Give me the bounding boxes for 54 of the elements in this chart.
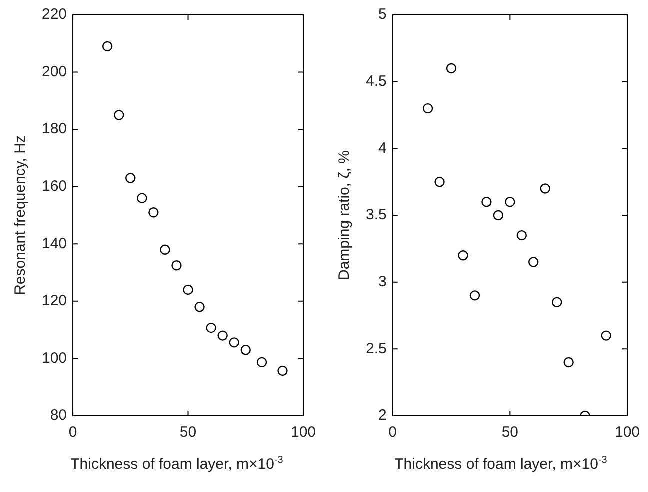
y-tick-label: 220 <box>42 6 68 24</box>
x-tick-label: 0 <box>388 424 398 442</box>
point <box>229 338 240 348</box>
y-tick-label: 100 <box>42 350 68 367</box>
point <box>240 345 251 356</box>
point <box>505 197 516 208</box>
point <box>482 197 492 208</box>
point <box>183 284 194 296</box>
point <box>434 176 445 188</box>
point <box>194 302 205 312</box>
point <box>540 184 550 194</box>
x-axis-title: Thickness of foam layer, m×10$^{-3}$ <box>394 455 608 473</box>
point <box>102 41 113 52</box>
point <box>516 230 527 241</box>
y-axis-title: Damping ratio, ζ, % <box>336 150 354 280</box>
point <box>493 210 504 221</box>
point <box>278 366 288 376</box>
y-tick-label: 3 <box>378 273 387 290</box>
point <box>564 357 574 368</box>
point <box>148 208 159 218</box>
point <box>126 173 136 184</box>
point <box>552 297 562 308</box>
point <box>458 250 468 261</box>
point <box>218 330 228 341</box>
x-tick-label: 100 <box>290 424 316 442</box>
point <box>172 260 182 271</box>
y-tick-label: 160 <box>42 178 68 195</box>
x-axis-title: Thickness of foam layer, m×10$^{-3}$ <box>70 455 284 473</box>
x-tick-label: 50 <box>180 424 197 442</box>
point <box>422 103 434 114</box>
point <box>160 244 170 255</box>
point <box>206 322 216 334</box>
y-tick-label: 4 <box>378 140 387 157</box>
point <box>137 193 148 204</box>
x-tick-label: 0 <box>68 424 78 442</box>
y-tick-label: 120 <box>42 292 68 310</box>
y-tick-label: 3.5 <box>366 206 387 224</box>
y-tick-label: 2.5 <box>366 340 387 358</box>
point <box>114 110 124 120</box>
y-tick-label: 5 <box>378 6 387 24</box>
y-tick-label: 2 <box>378 407 387 424</box>
y-axis-title: Resonant frequency, Hz <box>12 136 30 296</box>
x-tick-label: 100 <box>614 424 640 442</box>
y-tick-label: 200 <box>42 63 68 80</box>
point <box>446 63 457 74</box>
y-tick-label: 140 <box>42 235 68 252</box>
point <box>528 257 539 268</box>
y-tick-label: 4.5 <box>366 72 387 90</box>
point <box>601 330 612 341</box>
point <box>470 290 480 301</box>
point <box>256 357 268 368</box>
y-tick-label: 80 <box>50 407 68 424</box>
y-tick-label: 180 <box>42 120 68 138</box>
x-tick-label: 50 <box>502 424 519 442</box>
